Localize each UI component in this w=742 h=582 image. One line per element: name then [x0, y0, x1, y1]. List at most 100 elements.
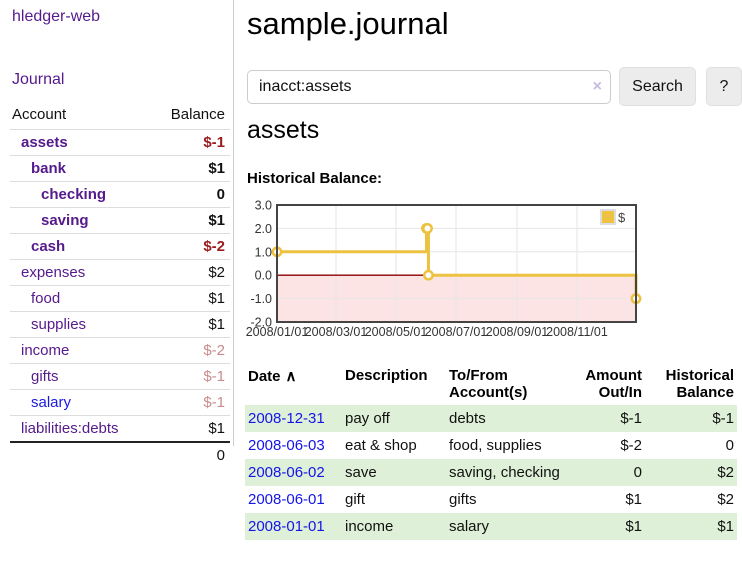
account-balance: $1	[152, 415, 230, 442]
transaction-date-link[interactable]: 2008-06-02	[248, 464, 325, 481]
account-row: food $1	[10, 285, 230, 312]
account-balance: $-1	[152, 129, 230, 156]
account-row: cash $-2	[10, 233, 230, 260]
accounts-total-value: 0	[152, 441, 230, 468]
svg-text:2008/03/01: 2008/03/01	[305, 325, 368, 339]
svg-text:2008/05/01: 2008/05/01	[365, 325, 428, 339]
transaction-amount: $1	[625, 518, 642, 535]
svg-text:0.0: 0.0	[255, 269, 272, 283]
account-link-assets[interactable]: assets	[21, 134, 68, 151]
transaction-description: income	[345, 518, 394, 535]
search-button[interactable]: Search	[619, 67, 696, 106]
account-balance: $1	[152, 285, 230, 312]
account-row: checking 0	[10, 181, 230, 208]
svg-text:2008/11/01: 2008/11/01	[546, 325, 608, 339]
account-balance: $-2	[152, 337, 230, 364]
page-title: sample.journal	[247, 6, 449, 41]
svg-text:-2.0: -2.0	[250, 316, 272, 330]
search-form: × Search ?	[247, 67, 742, 107]
account-link-supplies[interactable]: supplies	[31, 316, 87, 333]
sidebar-item-journal[interactable]: Journal	[12, 71, 65, 88]
transaction-amount: $-1	[620, 410, 642, 427]
svg-text:-1.0: -1.0	[250, 292, 272, 306]
svg-text:1.0: 1.0	[255, 245, 272, 259]
account-link-gifts[interactable]: gifts	[31, 368, 59, 385]
account-balance: 0	[152, 181, 230, 208]
account-balance: $1	[152, 311, 230, 338]
svg-text:2008/07/01: 2008/07/01	[425, 325, 488, 339]
transaction-balance: $-1	[712, 410, 734, 427]
account-balance: $1	[152, 155, 230, 182]
account-link-checking[interactable]: checking	[41, 186, 107, 203]
transaction-balance: $2	[717, 464, 734, 481]
account-link-bank[interactable]: bank	[31, 160, 67, 177]
register-account-heading: assets	[247, 116, 320, 144]
svg-text:2008/09/01: 2008/09/01	[486, 325, 549, 339]
transaction-row[interactable]: 2008-01-01 income salary $1 $1	[245, 513, 737, 540]
chart-title: Historical Balance:	[247, 170, 383, 187]
account-link-cash[interactable]: cash	[31, 238, 66, 255]
account-row: saving $1	[10, 207, 230, 234]
transaction-accounts: salary	[449, 518, 490, 535]
account-row: supplies $1	[10, 311, 230, 338]
transaction-row[interactable]: 2008-06-02 save saving, checking 0 $2	[245, 459, 737, 486]
search-wrap: ×	[247, 70, 611, 104]
transaction-accounts: food, supplies	[449, 437, 542, 454]
brand-link[interactable]: hledger-web	[12, 8, 101, 25]
header-date[interactable]: Date ∧	[248, 368, 297, 385]
account-balance: $1	[152, 207, 230, 234]
account-balance: $2	[152, 259, 230, 286]
accounts-table: Account Balance assets $-1 bank $1 check…	[10, 101, 230, 468]
account-link-saving[interactable]: saving	[41, 212, 89, 229]
account-link-expenses[interactable]: expenses	[21, 264, 86, 281]
transaction-date-link[interactable]: 2008-12-31	[248, 410, 325, 427]
transaction-amount: 0	[633, 464, 642, 481]
transaction-accounts: saving, checking	[449, 464, 560, 481]
transactions-table: Date ∧ Description To/From Account(s) Amo…	[245, 363, 737, 540]
header-account: To/From Account(s)	[449, 367, 528, 401]
account-link-liabilities-debts[interactable]: liabilities:debts	[21, 420, 119, 437]
help-button[interactable]: ?	[706, 67, 742, 106]
transaction-amount: $-2	[620, 437, 642, 454]
main-content: sample.journal × Search ? assets Histori…	[245, 0, 742, 540]
transaction-balance: $1	[717, 518, 734, 535]
transaction-balance: 0	[725, 437, 734, 454]
sort-asc-icon: ∧	[285, 368, 297, 385]
transaction-date-link[interactable]: 2008-06-01	[248, 491, 325, 508]
transaction-row[interactable]: 2008-06-03 eat & shop food, supplies $-2…	[245, 432, 737, 459]
account-balance: $-1	[152, 363, 230, 390]
account-balance: $-2	[152, 233, 230, 260]
sidebar-divider	[233, 0, 234, 446]
header-amount: Amount Out/In	[585, 367, 642, 401]
transaction-row[interactable]: 2008-06-01 gift gifts $1 $2	[245, 486, 737, 513]
transaction-description: save	[345, 464, 377, 481]
header-balance: Historical Balance	[665, 367, 734, 401]
svg-text:2008/01/01: 2008/01/01	[246, 325, 309, 339]
account-row: salary $-1	[10, 389, 230, 416]
transaction-row[interactable]: 2008-12-31 pay off debts $-1 $-1	[245, 405, 737, 432]
svg-text:3.0: 3.0	[255, 199, 272, 213]
transaction-description: gift	[345, 491, 366, 508]
transactions-header-row: Date ∧ Description To/From Account(s) Amo…	[245, 363, 737, 405]
account-link-food[interactable]: food	[31, 290, 61, 307]
svg-text:2.0: 2.0	[255, 222, 272, 236]
accounts-total-row: 0	[10, 441, 230, 468]
transaction-date-link[interactable]: 2008-06-03	[248, 437, 325, 454]
transaction-description: pay off	[345, 410, 390, 427]
transaction-date-link[interactable]: 2008-01-01	[248, 518, 325, 535]
header-description: Description	[345, 367, 428, 384]
account-link-salary[interactable]: salary	[31, 394, 72, 411]
transaction-balance: $2	[717, 491, 734, 508]
svg-text:$: $	[618, 210, 626, 225]
transaction-amount: $1	[625, 491, 642, 508]
account-row: assets $-1	[10, 129, 230, 156]
clear-search-icon[interactable]: ×	[592, 78, 602, 95]
search-input[interactable]	[247, 70, 611, 104]
account-link-income[interactable]: income	[21, 342, 70, 359]
account-row: income $-2	[10, 337, 230, 364]
account-row: gifts $-1	[10, 363, 230, 390]
account-balance: $-1	[152, 389, 230, 416]
transaction-accounts: debts	[449, 410, 486, 427]
accounts-header-account: Account	[12, 106, 67, 123]
